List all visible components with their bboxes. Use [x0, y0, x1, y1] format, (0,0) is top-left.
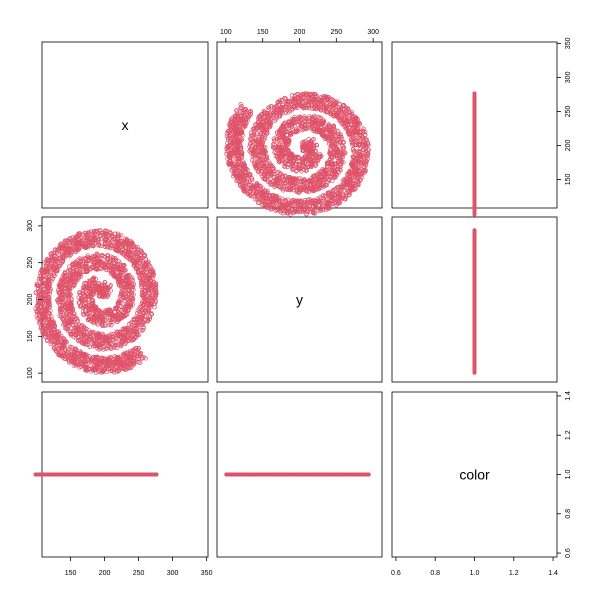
panel-y-vs-y [216, 216, 383, 383]
point-x-y [56, 329, 61, 334]
point-x-y [128, 321, 133, 326]
panel-y-vs-color [391, 216, 558, 383]
point-y-x [273, 117, 278, 122]
panel-x-vs-x [41, 41, 209, 209]
panel-color-vs-y [216, 391, 383, 558]
point-x-y [55, 331, 60, 337]
point-y-x [262, 190, 268, 195]
point-y-x [265, 189, 270, 194]
